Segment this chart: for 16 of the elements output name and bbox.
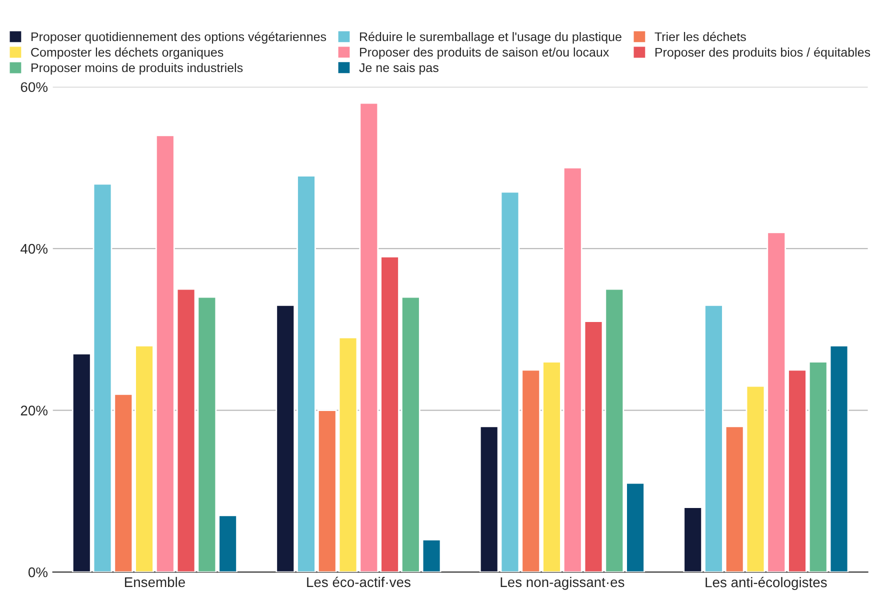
legend-label: Proposer quotidiennement des options végétariennes [32,32,326,44]
legend-label: Proposer des produits de saison et/ou locaux [360,47,610,60]
y-tick-label: 20% [20,406,48,416]
y-tick-label: 60% [20,82,48,92]
legend-label: Proposer moins de produits industriels [32,63,243,75]
legend-label: Je ne sais pas [359,62,438,75]
y-tick-label: 0% [28,567,48,578]
y-tick-label: 40% [20,244,48,254]
x-tick-label: Les éco-actif·ves [307,576,410,588]
legend-label: Trier les déchets [654,32,746,42]
legend-label: Proposer des produits bios / équitables [655,47,870,60]
legend-label: Composter les déchets organiques [31,47,224,60]
x-tick-label: Les non-agissant·es [500,576,624,590]
x-tick-label: Ensemble [124,576,185,588]
x-tick-label: Les anti-écologistes [706,576,827,590]
legend-label: Réduire le suremballage et l'usage du plastique [360,32,622,44]
